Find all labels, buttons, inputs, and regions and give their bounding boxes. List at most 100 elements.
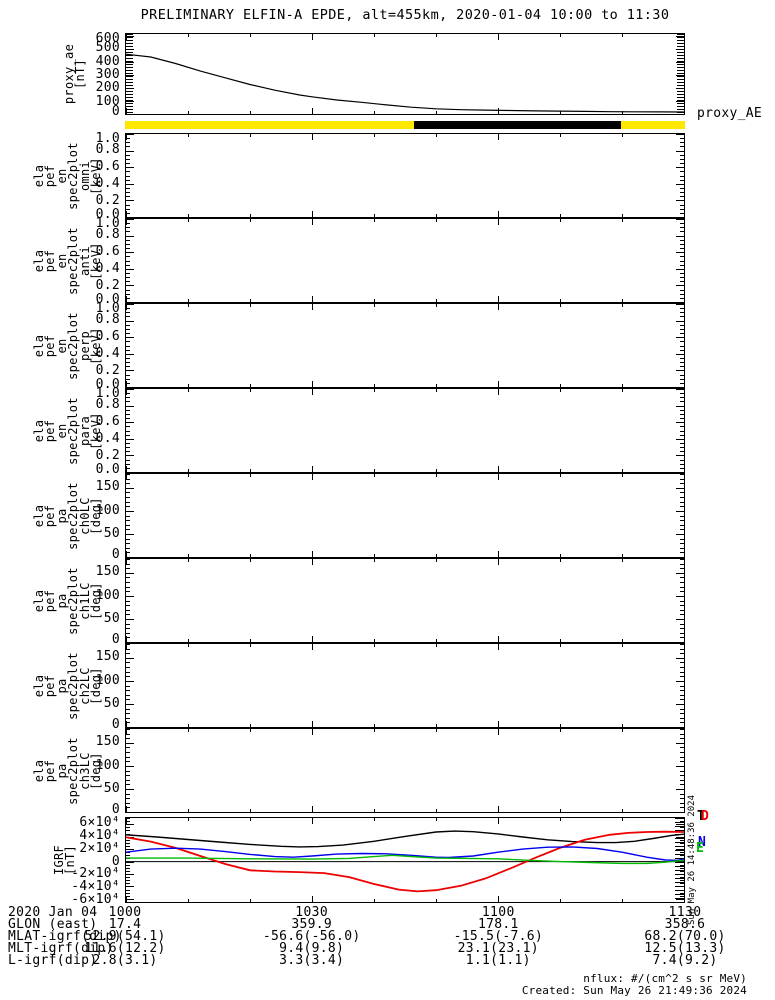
y-minor-tick <box>680 709 684 710</box>
x-tick <box>684 636 685 642</box>
y-major-tick <box>126 321 134 322</box>
y-minor-tick <box>680 209 684 210</box>
x-tick <box>684 389 685 395</box>
x-tick <box>436 214 437 217</box>
legend-entry-T: T <box>697 809 705 824</box>
y-tick-label: 0.8 <box>95 397 120 412</box>
x-tick <box>684 729 685 735</box>
x-tick <box>560 644 561 647</box>
line-series-canvas <box>126 830 684 893</box>
y-major-tick <box>126 455 134 456</box>
y-major-tick <box>126 151 134 152</box>
panel-pa-spec2plot-ch0lc <box>125 473 685 558</box>
ephemeris-value: 11.6(12.2) <box>84 941 166 956</box>
legend-entry-E: E <box>696 841 704 856</box>
y-tick-label: 100 <box>95 757 120 773</box>
x-tick <box>188 389 189 392</box>
y-minor-tick <box>680 662 684 663</box>
y-minor-tick <box>680 601 684 602</box>
y-minor-tick <box>126 393 130 394</box>
y-minor-tick <box>680 667 684 668</box>
x-tick <box>436 809 437 812</box>
y-minor-tick <box>680 244 684 245</box>
y-minor-tick <box>680 294 684 295</box>
x-tick <box>374 639 375 642</box>
y-tick-label: 2×10⁴ <box>79 840 120 856</box>
x-tick <box>436 111 437 114</box>
y-minor-tick <box>126 483 130 484</box>
y-major-tick <box>126 219 134 220</box>
x-tick <box>374 134 375 137</box>
y-minor-tick <box>680 497 684 498</box>
x-tick <box>126 806 127 812</box>
y-tick-label: 0.8 <box>95 227 120 242</box>
y-major-tick <box>676 304 684 305</box>
y-minor-tick <box>680 865 684 866</box>
y-minor-tick <box>680 316 684 317</box>
y-minor-tick <box>126 265 130 266</box>
y-minor-tick <box>126 163 130 164</box>
y-minor-tick <box>126 564 130 565</box>
y-minor-tick <box>126 346 130 347</box>
y-major-tick <box>676 704 684 705</box>
y-major-tick <box>676 219 684 220</box>
x-tick <box>498 729 499 735</box>
y-minor-tick <box>126 865 130 866</box>
y-minor-tick <box>680 653 684 654</box>
y-minor-tick <box>680 410 684 411</box>
x-tick <box>436 474 437 477</box>
y-minor-tick <box>680 582 684 583</box>
x-tick <box>312 474 313 480</box>
y-minor-tick <box>126 223 130 224</box>
y-tick-label: 600 <box>95 31 120 46</box>
y-major-tick <box>126 439 134 440</box>
panel-pa-spec2plot-ch1lc <box>125 558 685 643</box>
x-tick <box>436 729 437 732</box>
y-tick-label: 0.0 <box>95 377 120 392</box>
y-minor-tick <box>126 577 130 578</box>
y-minor-tick <box>680 846 684 847</box>
y-major-tick <box>126 862 134 863</box>
panel-igrf <box>125 817 685 903</box>
x-tick <box>250 899 251 902</box>
y-minor-tick <box>126 451 130 452</box>
x-tick <box>622 134 623 137</box>
y-minor-tick <box>126 362 130 363</box>
y-minor-tick <box>126 159 130 160</box>
x-tick <box>560 111 561 114</box>
x-tick <box>622 818 623 821</box>
x-tick <box>560 304 561 307</box>
x-tick <box>126 551 127 557</box>
y-minor-tick <box>680 890 684 891</box>
x-tick <box>250 639 251 642</box>
y-minor-tick <box>680 401 684 402</box>
y-minor-tick <box>126 893 130 894</box>
y-minor-tick <box>126 192 130 193</box>
x-tick <box>188 111 189 114</box>
y-minor-tick <box>680 610 684 611</box>
x-tick <box>498 34 499 40</box>
ephemeris-value: 9.4(9.8) <box>279 941 345 956</box>
y-minor-tick <box>680 830 684 831</box>
y-minor-tick <box>126 798 130 799</box>
y-tick-label: 0.0 <box>95 292 120 307</box>
y-tick-label: 0 <box>111 547 120 562</box>
x-tick <box>250 111 251 114</box>
y-minor-tick <box>126 568 130 569</box>
y-minor-tick <box>680 468 684 469</box>
y-major-tick <box>126 743 134 744</box>
y-minor-tick <box>680 855 684 856</box>
x-tick <box>622 304 623 307</box>
y-tick-label: 1.0 <box>95 386 120 401</box>
y-major-tick <box>676 681 684 682</box>
x-tick <box>560 899 561 902</box>
y-minor-tick <box>680 176 684 177</box>
y-tick-label: 0 <box>111 632 120 647</box>
x-tick <box>498 896 499 902</box>
x-tick <box>126 896 127 902</box>
axis-label-word: [keV] <box>89 411 103 450</box>
y-major-tick <box>126 704 134 705</box>
y-tick-label: 50 <box>103 526 120 542</box>
y-major-tick <box>676 439 684 440</box>
y-minor-tick <box>680 393 684 394</box>
